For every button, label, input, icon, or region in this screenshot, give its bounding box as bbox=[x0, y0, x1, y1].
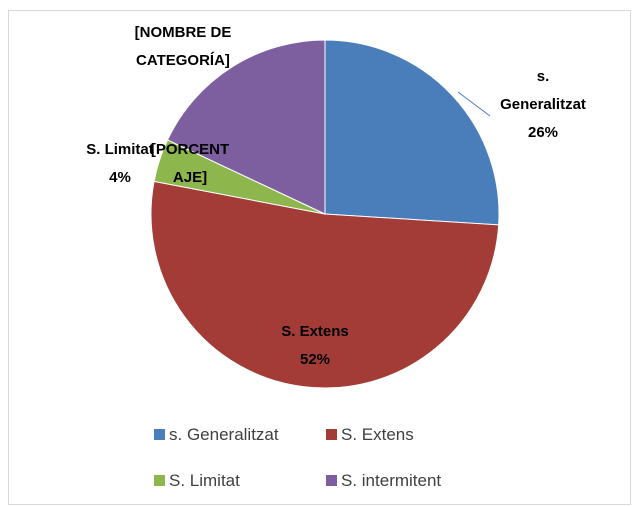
pie-slice bbox=[324, 39, 500, 226]
legend-swatch bbox=[326, 429, 337, 440]
data-label-value: 4% bbox=[109, 169, 131, 186]
legend-label: S. Limitat bbox=[169, 471, 240, 490]
legend-item: S. Limitat bbox=[154, 471, 240, 491]
data-label-name: S. Limitat bbox=[86, 141, 154, 158]
legend-swatch bbox=[154, 429, 165, 440]
data-label-value: [PORCENTAJE] bbox=[150, 141, 230, 186]
legend-label: S. Extens bbox=[341, 425, 414, 444]
data-label-value: 26% bbox=[527, 124, 559, 141]
chart-border bbox=[8, 10, 631, 505]
pie-slice bbox=[166, 39, 326, 215]
leader-line bbox=[457, 91, 491, 117]
legend-item: s. Generalitzat bbox=[154, 425, 279, 445]
legend-label: S. intermitent bbox=[341, 471, 442, 490]
legend-swatch bbox=[154, 475, 165, 486]
legend-swatch bbox=[326, 475, 337, 486]
data-label-value: 52% bbox=[299, 351, 331, 368]
legend-label: s. Generalitzat bbox=[169, 425, 279, 444]
slices bbox=[150, 39, 500, 389]
data-label-name: [NOMBRE DE CATEGORÍA] bbox=[134, 24, 232, 69]
data-label-name: s. Generalitzat bbox=[500, 68, 586, 113]
legend-item: S. Extens bbox=[326, 425, 414, 445]
data-label-name: S. Extens bbox=[281, 323, 349, 340]
pie-slice bbox=[150, 180, 500, 389]
legend-item: S. intermitent bbox=[326, 471, 441, 491]
